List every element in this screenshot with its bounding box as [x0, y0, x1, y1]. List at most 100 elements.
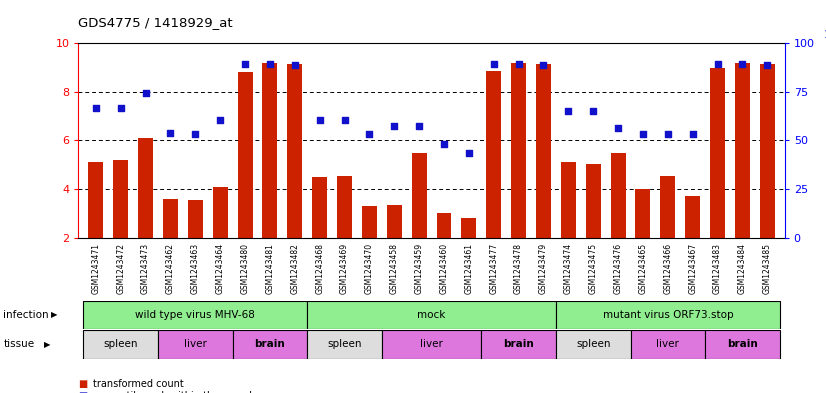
Text: ■: ■	[78, 391, 88, 393]
Bar	[487, 71, 501, 238]
Point	[686, 131, 700, 138]
Text: mutant virus ORF73.stop: mutant virus ORF73.stop	[602, 310, 733, 320]
Point	[263, 61, 277, 67]
Bar	[686, 196, 700, 238]
Text: percentile rank within the sample: percentile rank within the sample	[93, 391, 259, 393]
Text: GSM1243472: GSM1243472	[116, 242, 126, 294]
Text: wild type virus MHV-68: wild type virus MHV-68	[135, 310, 255, 320]
Bar	[213, 187, 228, 238]
Bar	[660, 176, 676, 238]
Text: GSM1243484: GSM1243484	[738, 242, 747, 294]
Bar	[705, 330, 780, 359]
Text: GSM1243479: GSM1243479	[539, 242, 548, 294]
Text: ▶: ▶	[51, 310, 58, 320]
Text: GSM1243464: GSM1243464	[216, 242, 225, 294]
Text: spleen: spleen	[103, 340, 138, 349]
Text: GSM1243480: GSM1243480	[240, 242, 249, 294]
Bar	[188, 200, 203, 238]
Bar	[263, 63, 278, 238]
Bar	[238, 72, 253, 238]
Point	[89, 105, 102, 111]
Bar	[586, 163, 601, 238]
Bar	[83, 330, 158, 359]
Text: GSM1243481: GSM1243481	[265, 242, 274, 294]
Point	[512, 61, 525, 67]
Text: GSM1243482: GSM1243482	[290, 242, 299, 294]
Text: 100%: 100%	[824, 30, 826, 40]
Point	[562, 108, 575, 114]
Point	[611, 125, 624, 132]
Text: GSM1243478: GSM1243478	[514, 242, 523, 294]
Bar	[561, 162, 576, 238]
Bar	[382, 330, 482, 359]
Bar	[362, 206, 377, 238]
Bar	[312, 177, 327, 238]
Text: GSM1243461: GSM1243461	[464, 242, 473, 294]
Text: GSM1243471: GSM1243471	[92, 242, 101, 294]
Point	[114, 105, 127, 111]
Text: GSM1243468: GSM1243468	[316, 242, 324, 294]
Bar	[113, 160, 128, 238]
Point	[412, 123, 425, 129]
Text: liver: liver	[420, 340, 443, 349]
Bar	[556, 330, 630, 359]
Text: GSM1243483: GSM1243483	[713, 242, 722, 294]
Bar	[760, 64, 775, 238]
Point	[313, 117, 326, 123]
Point	[188, 131, 202, 138]
Bar	[556, 301, 780, 329]
Text: spleen: spleen	[327, 340, 362, 349]
Text: brain: brain	[727, 340, 757, 349]
Point	[239, 61, 252, 67]
Point	[214, 117, 227, 123]
Bar	[337, 176, 352, 238]
Bar	[158, 330, 233, 359]
Bar	[411, 152, 426, 238]
Bar	[536, 64, 551, 238]
Text: ▶: ▶	[44, 340, 50, 349]
Point	[487, 61, 501, 67]
Point	[463, 149, 476, 156]
Bar	[163, 199, 178, 238]
Point	[537, 62, 550, 68]
Point	[164, 130, 177, 136]
Point	[288, 62, 301, 68]
Text: GSM1243470: GSM1243470	[365, 242, 374, 294]
Point	[438, 141, 451, 147]
Bar	[287, 64, 302, 238]
Text: GSM1243462: GSM1243462	[166, 242, 175, 294]
Bar	[735, 63, 750, 238]
Bar	[83, 301, 307, 329]
Point	[761, 62, 774, 68]
Text: ■: ■	[78, 378, 88, 389]
Bar	[138, 138, 153, 238]
Point	[363, 131, 376, 138]
Point	[586, 108, 600, 114]
Text: GSM1243465: GSM1243465	[638, 242, 648, 294]
Text: liver: liver	[657, 340, 679, 349]
Point	[736, 61, 749, 67]
Bar	[88, 162, 103, 238]
Point	[387, 123, 401, 129]
Text: GSM1243474: GSM1243474	[564, 242, 573, 294]
Text: spleen: spleen	[576, 340, 610, 349]
Bar	[387, 205, 401, 238]
Text: GSM1243467: GSM1243467	[688, 242, 697, 294]
Text: tissue: tissue	[3, 340, 35, 349]
Text: GSM1243459: GSM1243459	[415, 242, 424, 294]
Text: GSM1243466: GSM1243466	[663, 242, 672, 294]
Bar	[511, 63, 526, 238]
Text: brain: brain	[254, 340, 285, 349]
Point	[711, 61, 724, 67]
Text: GSM1243473: GSM1243473	[141, 242, 150, 294]
Bar	[307, 301, 556, 329]
Text: GSM1243458: GSM1243458	[390, 242, 399, 294]
Point	[636, 131, 649, 138]
Text: GSM1243485: GSM1243485	[762, 242, 771, 294]
Text: GSM1243469: GSM1243469	[340, 242, 349, 294]
Bar	[462, 218, 477, 238]
Text: GSM1243475: GSM1243475	[589, 242, 598, 294]
Bar	[710, 68, 725, 238]
Bar	[437, 213, 452, 238]
Point	[139, 90, 152, 96]
